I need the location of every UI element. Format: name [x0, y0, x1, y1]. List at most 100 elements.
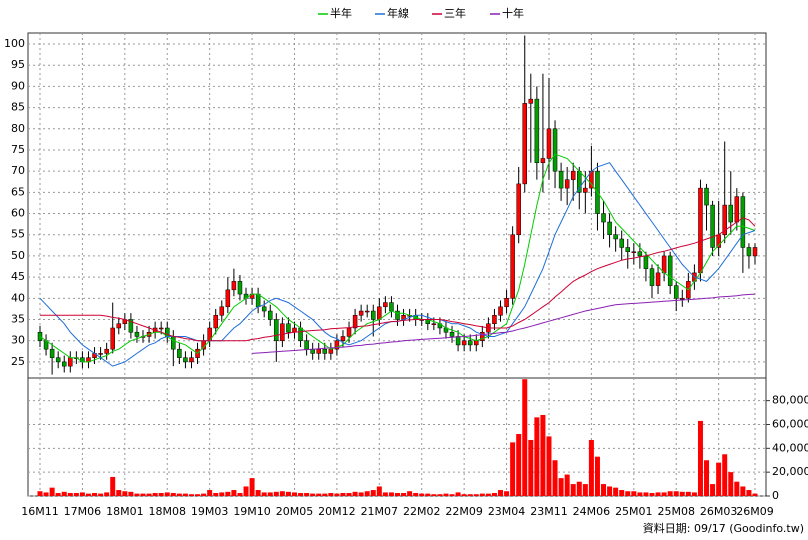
candle-body — [455, 336, 461, 346]
x-tick-label: 23M04 — [488, 505, 526, 518]
volume-bar — [552, 460, 558, 496]
volume-bar — [498, 490, 504, 496]
candle-body — [237, 281, 243, 295]
y-tick-label: 65 — [11, 185, 25, 198]
candle-body — [673, 285, 679, 299]
volume-bar — [322, 493, 328, 496]
candle-body — [340, 336, 346, 341]
volume-bar — [564, 474, 570, 496]
x-tick-label: 17M06 — [64, 505, 102, 518]
candle-body — [328, 348, 334, 354]
candle-body — [37, 331, 43, 341]
candle-body — [637, 251, 643, 257]
volume-tick-label: 20,000 — [772, 465, 808, 478]
candle-body — [383, 302, 388, 308]
volume-bar — [158, 493, 164, 496]
x-tick-label: 22M02 — [403, 505, 441, 518]
volume-bar — [328, 493, 334, 496]
volume-bar — [104, 492, 110, 496]
volume-bar — [382, 492, 388, 496]
volume-bar — [395, 493, 400, 496]
candle-body — [570, 170, 576, 180]
candle-body — [255, 293, 261, 308]
candle-body — [734, 196, 740, 223]
volume-bar — [358, 492, 364, 496]
volume-bar — [528, 439, 534, 496]
y-tick-label: 55 — [11, 228, 25, 241]
candle-body — [225, 289, 231, 308]
legend-label: 三年 — [444, 6, 466, 20]
candle-body — [498, 306, 503, 316]
volume-tick-label: 40,000 — [772, 441, 808, 454]
candle-body — [607, 221, 612, 235]
candle-body — [134, 331, 140, 337]
candle-body — [564, 179, 570, 189]
candle-body — [389, 302, 394, 312]
candle-body — [704, 187, 709, 206]
volume-bar — [304, 493, 310, 496]
volume-bar — [188, 494, 194, 496]
volume-bar — [704, 460, 710, 496]
volume-tick-label: 0 — [772, 489, 779, 502]
volume-bar — [388, 492, 394, 496]
candle-body — [474, 340, 479, 346]
legend-label: 十年 — [502, 6, 524, 20]
volume-bar — [370, 490, 376, 496]
candle-body — [449, 331, 455, 337]
candle-body — [722, 204, 727, 235]
volume-bar — [752, 493, 758, 496]
candle-body — [752, 247, 758, 257]
candle-body — [322, 348, 328, 354]
volume-bar — [116, 490, 122, 496]
x-tick-label: 22M09 — [445, 505, 483, 518]
candle-body — [316, 348, 321, 354]
candle-body — [280, 323, 285, 341]
volume-bar — [522, 379, 528, 496]
volume-bar — [55, 493, 61, 496]
volume-bar — [643, 492, 649, 496]
volume-bar — [176, 493, 182, 496]
volume-bar — [570, 484, 576, 496]
candle-body — [583, 187, 588, 193]
candle-body — [274, 319, 279, 341]
volume-bar — [67, 493, 73, 496]
y-tick-label: 85 — [11, 101, 25, 114]
volume-bar — [49, 487, 55, 496]
volume-bar — [697, 420, 703, 496]
candle-body — [104, 348, 109, 354]
volume-bar — [219, 492, 225, 496]
volume-bar — [261, 492, 267, 496]
volume-bar — [79, 492, 85, 496]
volume-bar — [558, 478, 564, 496]
x-tick-label: 21M07 — [361, 505, 399, 518]
volume-bar — [285, 491, 291, 496]
volume-bar — [128, 491, 134, 496]
candle-body — [461, 340, 467, 346]
volume-bar — [685, 491, 691, 496]
candle-body — [68, 357, 73, 367]
volume-bar — [92, 493, 98, 496]
y-tick-label: 60 — [11, 207, 25, 220]
volume-bar — [346, 493, 352, 496]
x-tick-label: 18M01 — [106, 505, 144, 518]
volume-bar — [516, 434, 522, 496]
volume-bar — [510, 442, 516, 496]
volume-bar — [655, 492, 661, 496]
candle-body — [740, 196, 746, 248]
candle-body — [661, 255, 667, 274]
candle-body — [177, 348, 182, 358]
volume-bar — [419, 493, 425, 496]
x-tick-label: 24M06 — [573, 505, 611, 518]
candle-body — [61, 361, 67, 367]
ma-line — [40, 217, 756, 342]
volume-bar — [601, 484, 607, 496]
volume-bar — [710, 484, 716, 496]
legend-label: 半年 — [330, 6, 352, 20]
candle-body — [601, 213, 606, 223]
y-tick-label: 50 — [11, 249, 25, 262]
volume-bar — [479, 493, 485, 496]
volume-bar — [195, 494, 201, 496]
x-tick-label: 26M03 — [700, 505, 738, 518]
y-tick-label: 90 — [11, 79, 25, 92]
candle-body — [116, 323, 122, 329]
